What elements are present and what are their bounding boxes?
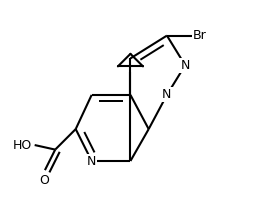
Text: N: N xyxy=(87,155,96,167)
Text: O: O xyxy=(39,173,49,187)
Text: N: N xyxy=(162,88,172,101)
Text: N: N xyxy=(180,59,190,72)
Text: Br: Br xyxy=(193,29,207,42)
Text: HO: HO xyxy=(13,139,32,152)
